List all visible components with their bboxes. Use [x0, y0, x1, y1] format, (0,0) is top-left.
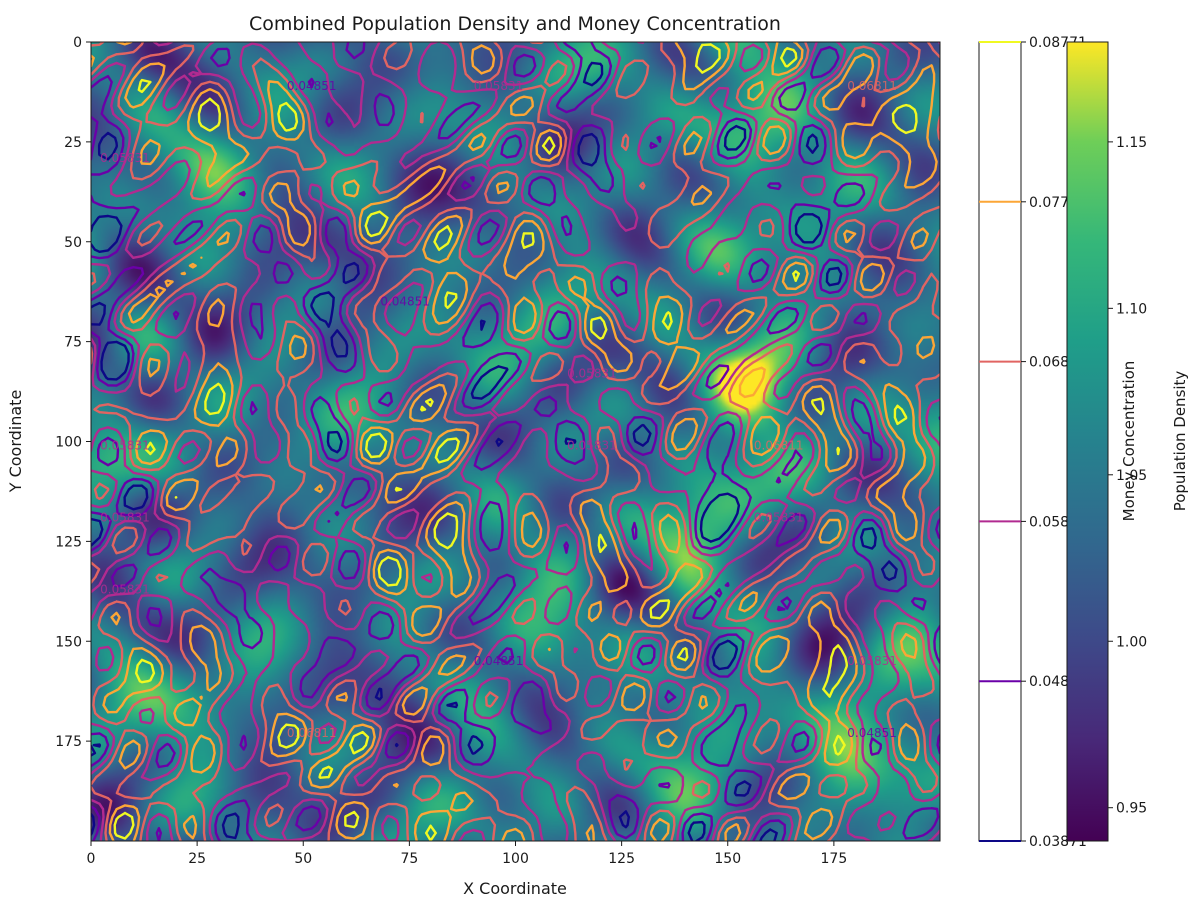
contour-inline-label: 0.04851 — [287, 79, 337, 93]
contour-inline-label: 0.04851 — [847, 726, 897, 740]
contour-inline-label: 0.06811 — [847, 79, 897, 93]
money-colorbar — [978, 41, 1022, 842]
x-tick-label: 150 — [714, 851, 741, 867]
contour-inline-label: 0.06811 — [287, 726, 337, 740]
contour-inline-label: 0.05831 — [847, 654, 897, 668]
contour-line — [91, 61, 898, 841]
heatmap-layer: 0.04851 0.05831 0.06811 0.05831 0.04851 0.058… — [91, 42, 940, 841]
contour-inline-label: 0.05831 — [100, 510, 150, 524]
x-tick-label: 125 — [608, 851, 635, 867]
x-axis-label: X Coordinate — [463, 879, 567, 898]
x-tick-label: 50 — [294, 851, 312, 867]
contour-inline-label: 0.05831 — [100, 438, 150, 452]
contour-line — [113, 43, 918, 841]
contour-line — [91, 42, 938, 841]
x-tick-label: 25 — [188, 851, 206, 867]
y-tick-label: 150 — [55, 634, 82, 650]
contour-inline-label: 0.06811 — [754, 438, 804, 452]
money-colorbar-label: Money Concentration — [1120, 361, 1138, 522]
density-tick-label: 1.15 — [1116, 135, 1147, 151]
y-tick-label: 0 — [73, 35, 82, 51]
density-colorbar-label: Population Density — [1171, 371, 1189, 512]
contour-line — [91, 42, 940, 841]
density-tick-label: 1.05 — [1116, 468, 1147, 484]
y-tick-label: 100 — [55, 435, 82, 451]
chart-title: Combined Population Density and Money Co… — [249, 13, 781, 35]
density-tick-label: 1.00 — [1116, 634, 1147, 650]
contour-line — [91, 42, 940, 841]
density-colorbar — [1066, 41, 1109, 842]
contour-inline-label: 0.05831 — [100, 582, 150, 596]
density-colorbar-ticks: 0.95 1.00 1.05 1.10 1.15 — [1108, 135, 1147, 817]
money-contour-lines — [91, 42, 940, 841]
y-tick-label: 125 — [55, 534, 82, 550]
contour-inline-labels: 0.04851 0.05831 0.06811 0.05831 0.04851 0.058… — [100, 79, 897, 740]
x-tick-label: 0 — [87, 851, 96, 867]
x-tick-label: 175 — [821, 851, 848, 867]
density-tick-label: 1.10 — [1116, 301, 1147, 317]
y-tick-label: 25 — [64, 135, 82, 151]
x-tick-label: 100 — [502, 851, 529, 867]
y-tick-label: 175 — [55, 734, 82, 750]
contour-inline-label: 0.05831 — [100, 151, 150, 165]
y-tick-label: 50 — [64, 235, 82, 251]
contour-inline-label: 0.04851 — [474, 654, 524, 668]
y-axis-ticks: 0 25 50 75 100 125 150 175 — [55, 35, 91, 750]
y-axis-label: Y Coordinate — [6, 390, 25, 494]
contour-inline-label: 0.05831 — [474, 79, 524, 93]
x-tick-label: 75 — [400, 851, 418, 867]
x-axis-ticks: 0 25 50 75 100 125 150 175 — [87, 841, 848, 867]
contour-inline-label: 0.04851 — [380, 295, 430, 309]
contour-inline-label: 0.05831 — [567, 438, 617, 452]
contour-inline-label: 0.05831 — [567, 367, 617, 381]
contour-line — [91, 42, 940, 841]
contour-inline-label: 0.05831 — [754, 510, 804, 524]
y-tick-label: 75 — [64, 335, 82, 351]
density-tick-label: 0.95 — [1116, 801, 1147, 817]
